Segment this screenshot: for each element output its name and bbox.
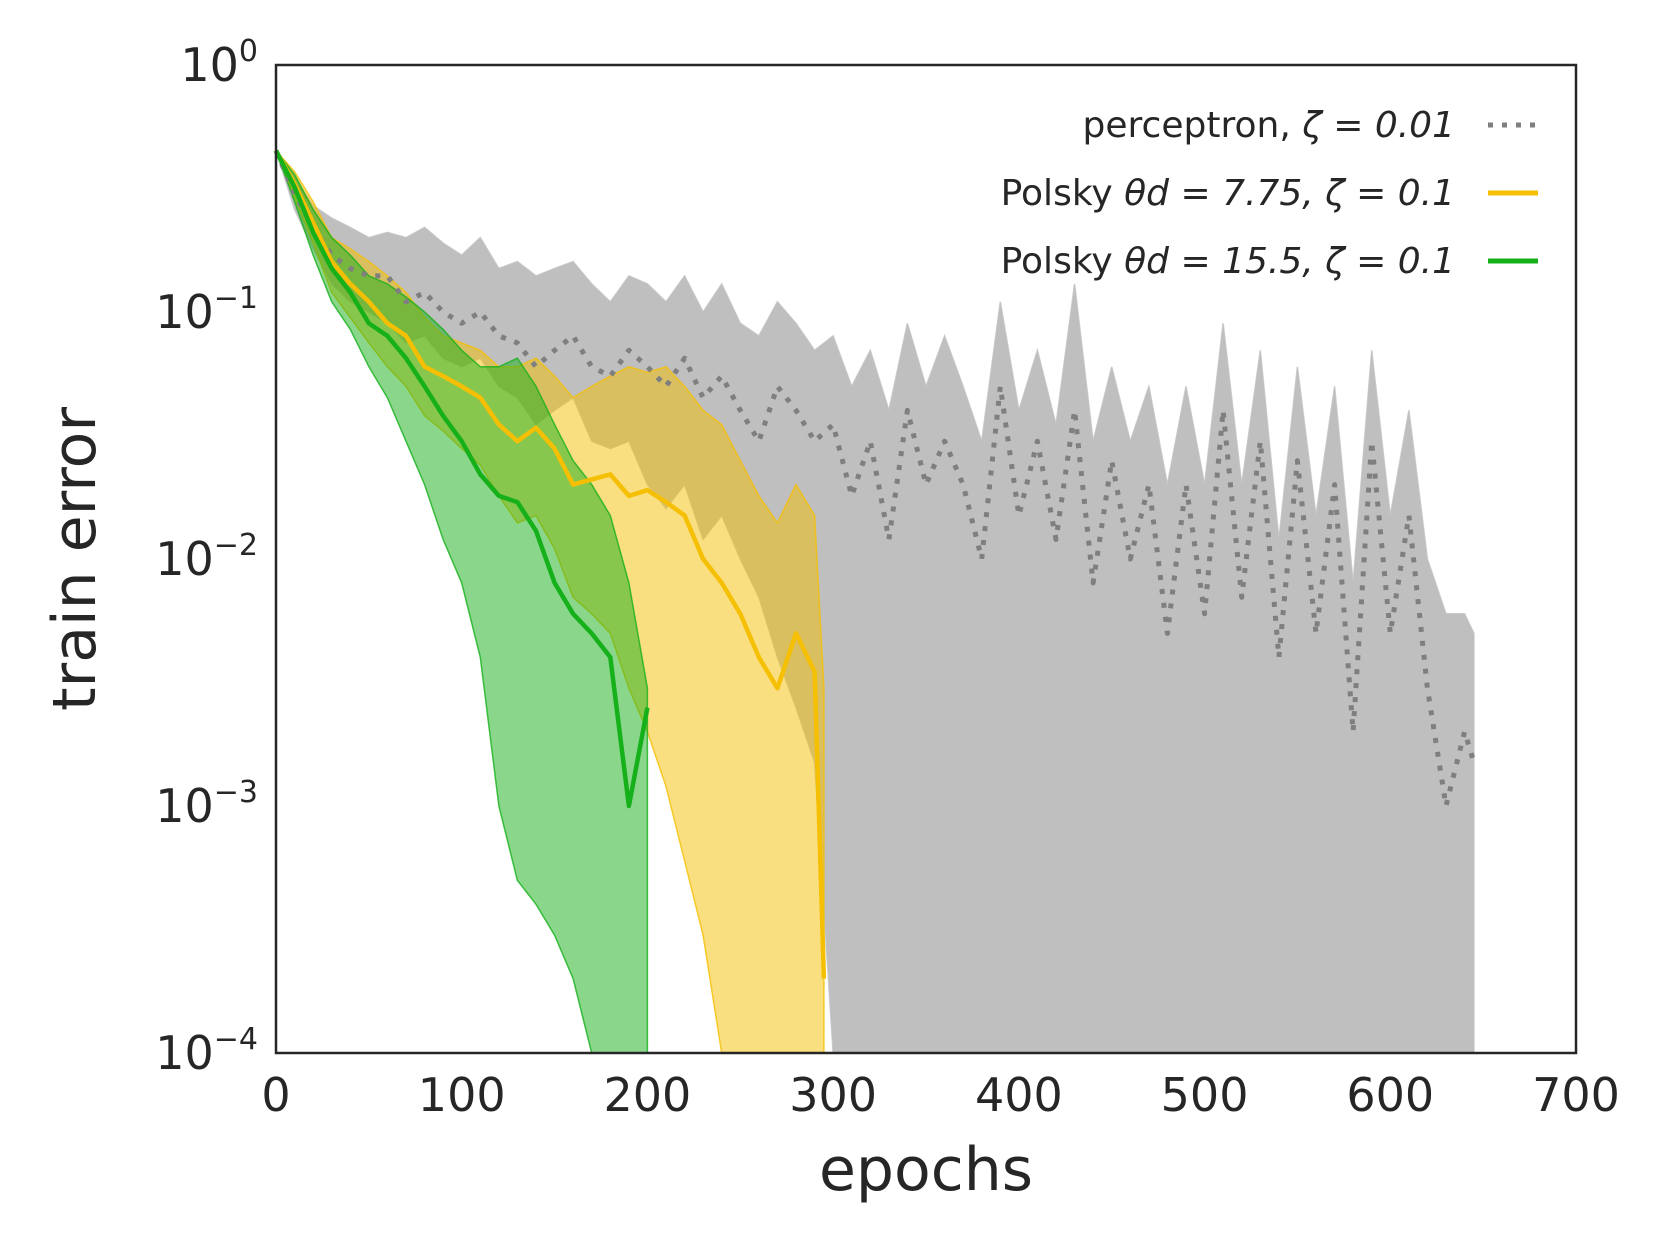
polsky-15-5-line bbox=[273, 149, 650, 809]
perceptron-legend-label: perceptron, ζ = 0.01 bbox=[1083, 105, 1455, 146]
y-tick-label: 10−3 bbox=[155, 775, 258, 833]
x-tick-label: 500 bbox=[1161, 1068, 1249, 1122]
confidence-bands bbox=[275, 150, 1475, 1054]
x-tick-label: 700 bbox=[1532, 1068, 1620, 1122]
polsky-15-5-band bbox=[275, 150, 649, 1054]
y-axis-ticks: 100 10−1 10−2 10−3 10−4 bbox=[155, 34, 258, 1080]
y-tick-label: 100 bbox=[180, 34, 258, 92]
y-tick-label: 10−2 bbox=[155, 528, 258, 586]
polsky-7-75-legend-label: Polsky θd = 7.75, ζ = 0.1 bbox=[1001, 173, 1455, 214]
x-tick-label: 400 bbox=[975, 1068, 1063, 1122]
x-tick-label: 0 bbox=[261, 1068, 290, 1122]
y-tick-label: 10−1 bbox=[155, 281, 258, 339]
x-axis-ticks: 0 100 200 300 400 500 600 700 bbox=[261, 1068, 1620, 1122]
plot-frame bbox=[274, 63, 1578, 1055]
series-lines bbox=[273, 149, 1477, 979]
legend: perceptron, ζ = 0.01 Polsky θd = 7.75, ζ … bbox=[1001, 105, 1538, 282]
polsky-7-75-line bbox=[274, 149, 827, 979]
perceptron-band bbox=[275, 150, 1475, 1054]
x-tick-label: 600 bbox=[1346, 1068, 1434, 1122]
perceptron-line bbox=[273, 149, 1477, 809]
y-axis-label: train error bbox=[40, 407, 110, 711]
x-tick-label: 200 bbox=[604, 1068, 692, 1122]
x-tick-label: 300 bbox=[789, 1068, 877, 1122]
x-tick-label: 100 bbox=[418, 1068, 506, 1122]
polsky-15-5-legend-label: Polsky θd = 15.5, ζ = 0.1 bbox=[1001, 241, 1455, 282]
y-tick-label: 10−4 bbox=[155, 1022, 258, 1080]
x-axis-label: epochs bbox=[819, 1135, 1033, 1205]
